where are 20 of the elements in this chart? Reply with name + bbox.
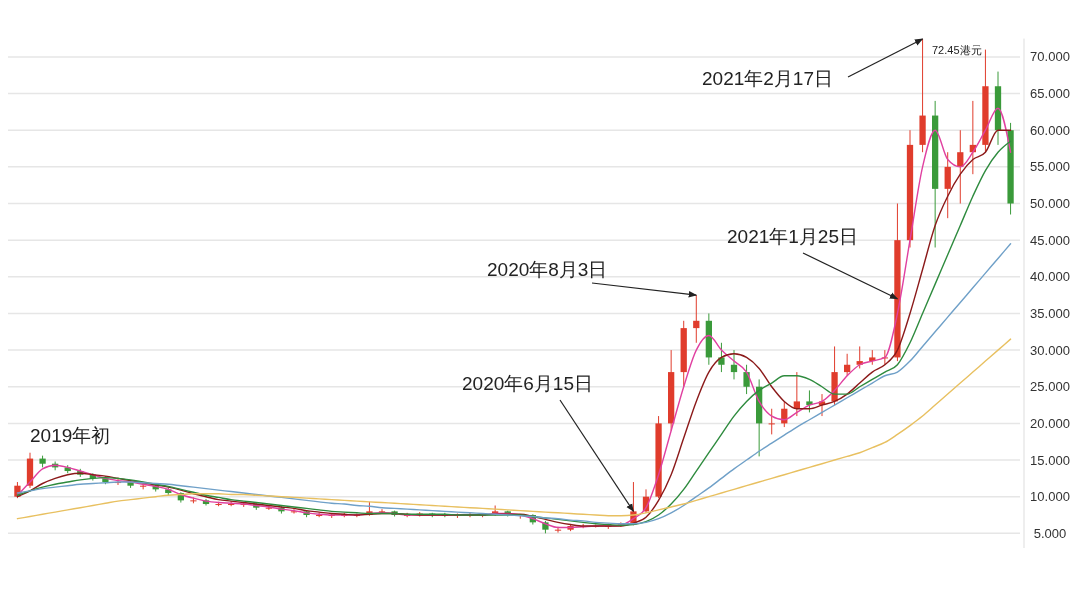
annotation: 72.45港元 xyxy=(932,44,982,56)
y-tick-label: 65.000 xyxy=(1030,86,1070,102)
y-tick-label: 20.000 xyxy=(1030,415,1070,431)
y-tick-label: 70.000 xyxy=(1030,49,1070,65)
y-tick-label: 50.000 xyxy=(1030,196,1070,212)
y-tick-label: 25.000 xyxy=(1030,379,1070,395)
annotation: 2020年6月15日 xyxy=(462,373,593,394)
y-tick-label: 15.000 xyxy=(1030,452,1070,468)
y-tick-label: 30.000 xyxy=(1030,342,1070,358)
y-tick-label: 35.000 xyxy=(1030,306,1070,322)
annotation: 2019年初 xyxy=(30,425,111,446)
y-tick-label: 45.000 xyxy=(1030,232,1070,248)
y-tick-label: 5.000 xyxy=(1033,525,1067,541)
y-tick-label: 10.000 xyxy=(1030,489,1070,505)
annotation: 2020年8月3日 xyxy=(487,259,608,280)
y-tick-label: 40.000 xyxy=(1030,269,1070,285)
annotation: 2021年2月17日 xyxy=(702,68,833,89)
annotation: 2021年1月25日 xyxy=(727,226,858,247)
y-tick-label: 60.000 xyxy=(1030,122,1070,138)
y-tick-label: 55.000 xyxy=(1030,159,1070,175)
